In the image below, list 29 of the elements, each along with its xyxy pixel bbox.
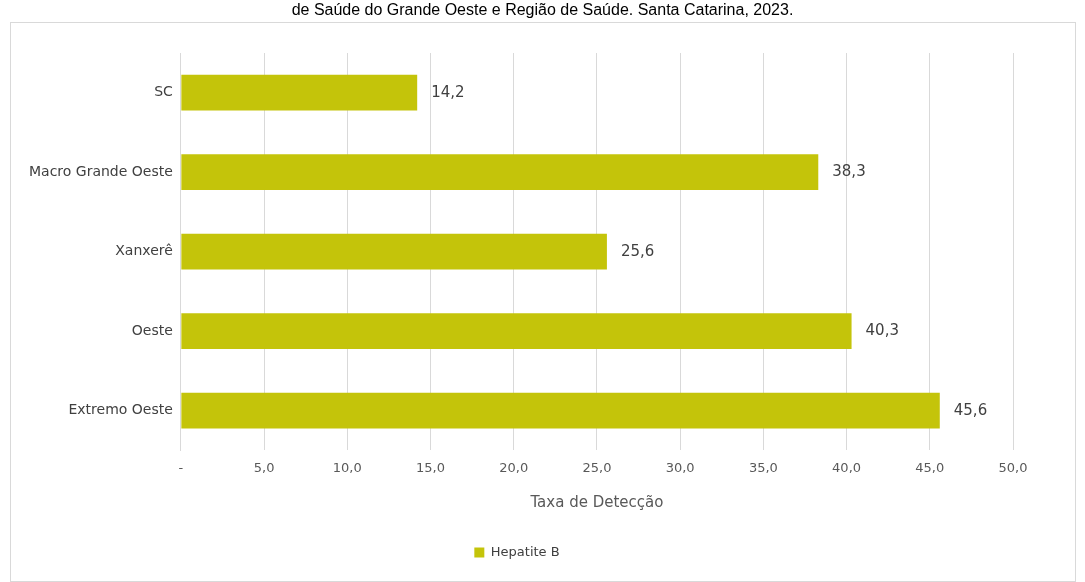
y-tick-label: SC <box>154 83 174 100</box>
x-tick-label: 5,0 <box>253 459 275 475</box>
y-tick-label: Oeste <box>131 321 173 338</box>
bar <box>181 154 819 191</box>
x-tick-label: 30,0 <box>665 459 695 475</box>
x-tick-label: 20,0 <box>499 459 529 475</box>
x-tick-label: 35,0 <box>748 459 778 475</box>
x-axis-title: Taxa de Detecção <box>529 492 664 511</box>
bar <box>181 392 940 429</box>
data-label: 14,2 <box>431 82 465 101</box>
x-tick-label: - <box>178 459 184 475</box>
y-tick-label: Xanxerê <box>115 242 173 259</box>
data-label: 38,3 <box>832 162 866 181</box>
data-label: 45,6 <box>953 400 988 419</box>
bar <box>181 233 607 270</box>
x-tick-label: 50,0 <box>998 459 1028 475</box>
x-tick-label: 15,0 <box>416 459 445 475</box>
y-tick-label: Macro Grande Oeste <box>29 162 173 179</box>
legend-label: Hepatite B <box>490 543 560 559</box>
bar <box>181 74 418 111</box>
bar <box>181 313 852 350</box>
data-label: 40,3 <box>865 321 899 340</box>
x-tick-label: 40,0 <box>832 459 862 475</box>
x-tick-label: 10,0 <box>332 459 362 475</box>
x-tick-label: 45,0 <box>915 459 945 475</box>
x-tick-label: 25,0 <box>582 459 612 475</box>
y-tick-label: Extremo Oeste <box>68 401 173 418</box>
data-label: 25,6 <box>620 241 655 260</box>
chart-title: de Saúde do Grande Oeste e Região de Saúde. Santa Catarina, 2023. <box>290 0 795 20</box>
